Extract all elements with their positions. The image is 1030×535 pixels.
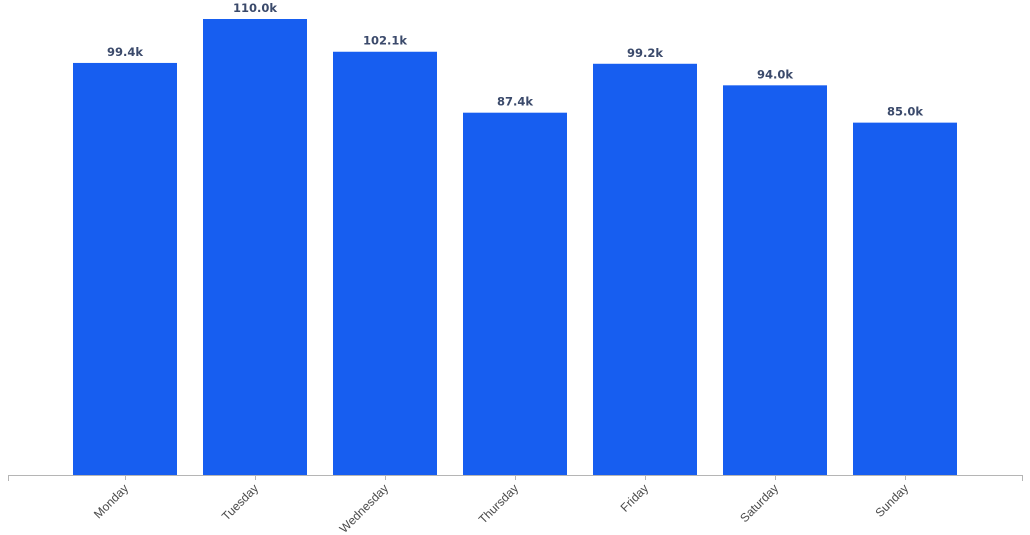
bar-monday[interactable] [73,62,177,475]
value-label-saturday: 94.0k [757,67,793,81]
value-label-friday: 99.2k [627,46,663,60]
bar-thursday[interactable] [463,112,567,476]
bar-saturday[interactable] [723,85,827,475]
value-label-tuesday: 110.0k [233,1,277,15]
x-tick-label-friday: Friday [618,481,651,514]
bar-sunday[interactable] [853,122,957,476]
bars-layer [73,19,957,476]
x-tick-label-wednesday: Wednesday [337,481,392,535]
x-tick-label-tuesday: Tuesday [219,481,261,523]
bar-wednesday[interactable] [333,51,437,476]
value-label-thursday: 87.4k [497,95,533,109]
x-tick-label-monday: Monday [91,481,131,521]
x-tick-label-thursday: Thursday [476,481,521,526]
x-tick-labels-layer: Monday Tuesday Wednesday Thursday Friday Satu… [91,481,911,535]
value-label-monday: 99.4k [107,45,143,59]
bar-tuesday[interactable] [203,19,307,475]
x-axis [8,475,1023,481]
x-tick-label-sunday: Sunday [872,481,911,520]
value-label-wednesday: 102.1k [363,34,407,48]
x-tick-label-saturday: Saturday [737,481,781,525]
bar-friday[interactable] [593,63,697,476]
value-labels-layer: 99.4k 110.0k 102.1k 87.4k 99.2k 94.0k 85.0k [107,1,923,119]
value-label-sunday: 85.0k [887,105,923,119]
